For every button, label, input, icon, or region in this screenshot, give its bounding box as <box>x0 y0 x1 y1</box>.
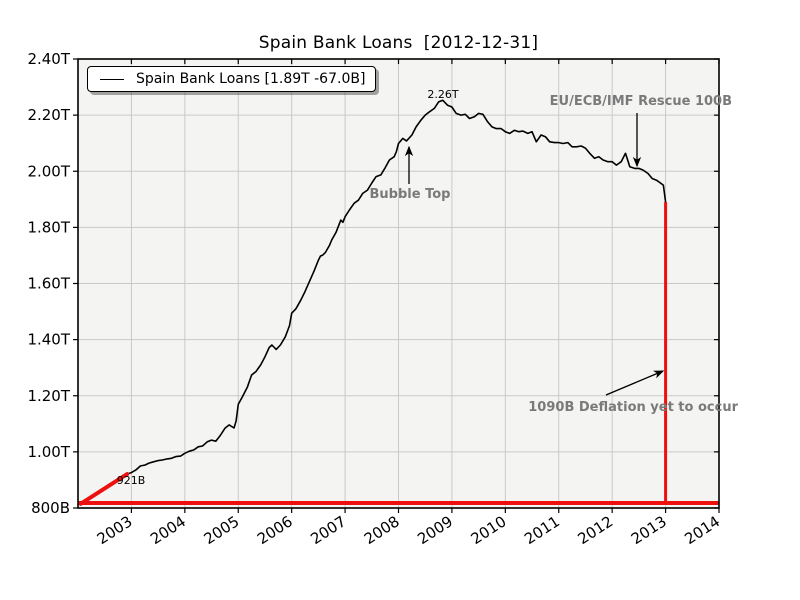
y-tick-label: 2.00T <box>27 162 70 180</box>
x-tick-label: 2013 <box>628 512 670 548</box>
plot-border <box>77 58 720 509</box>
x-tick-label: 2011 <box>521 512 563 548</box>
x-tick-label: 2004 <box>147 512 189 548</box>
peak-value-label: 2.26T <box>427 88 458 101</box>
y-tick-label: 1.80T <box>27 218 70 236</box>
x-tick-label: 2009 <box>414 512 456 548</box>
series-line <box>126 99 667 475</box>
legend-label: Spain Bank Loans [1.89T -67.0B] <box>136 71 366 87</box>
y-tick-label: 2.20T <box>27 106 70 124</box>
x-tick-label: 2005 <box>201 512 243 548</box>
overlay-start-segment <box>78 472 130 506</box>
legend-box: Spain Bank Loans [1.89T -67.0B] <box>87 66 377 92</box>
y-tick-label: 1.40T <box>27 331 70 349</box>
start-value-label: 921B <box>117 474 146 487</box>
deflation-label: 1090B Deflation yet to occur <box>528 400 738 415</box>
y-tick-label: 1.00T <box>27 443 70 461</box>
x-tick-label: 2010 <box>468 512 510 548</box>
y-tick-label: 1.20T <box>27 387 70 405</box>
x-tick-label: 2003 <box>94 512 136 548</box>
chart-title: Spain Bank Loans [2012-12-31] <box>258 33 539 53</box>
rescue-label: EU/ECB/IMF Rescue 100B <box>550 94 732 109</box>
x-tick-label: 2006 <box>254 512 296 548</box>
x-tick-label: 2014 <box>681 512 723 548</box>
x-tick-label: 2008 <box>361 512 403 548</box>
deflation-label-arrow <box>605 370 665 396</box>
y-tick-label: 2.40T <box>27 50 70 68</box>
y-tick-label: 800B <box>31 499 70 517</box>
x-tick-label: 2007 <box>307 512 349 548</box>
legend-line-sample-icon <box>100 78 124 80</box>
bubble-top-label: Bubble Top <box>370 187 451 202</box>
x-tick-label: 2012 <box>575 512 617 548</box>
y-tick-label: 1.60T <box>27 275 70 293</box>
